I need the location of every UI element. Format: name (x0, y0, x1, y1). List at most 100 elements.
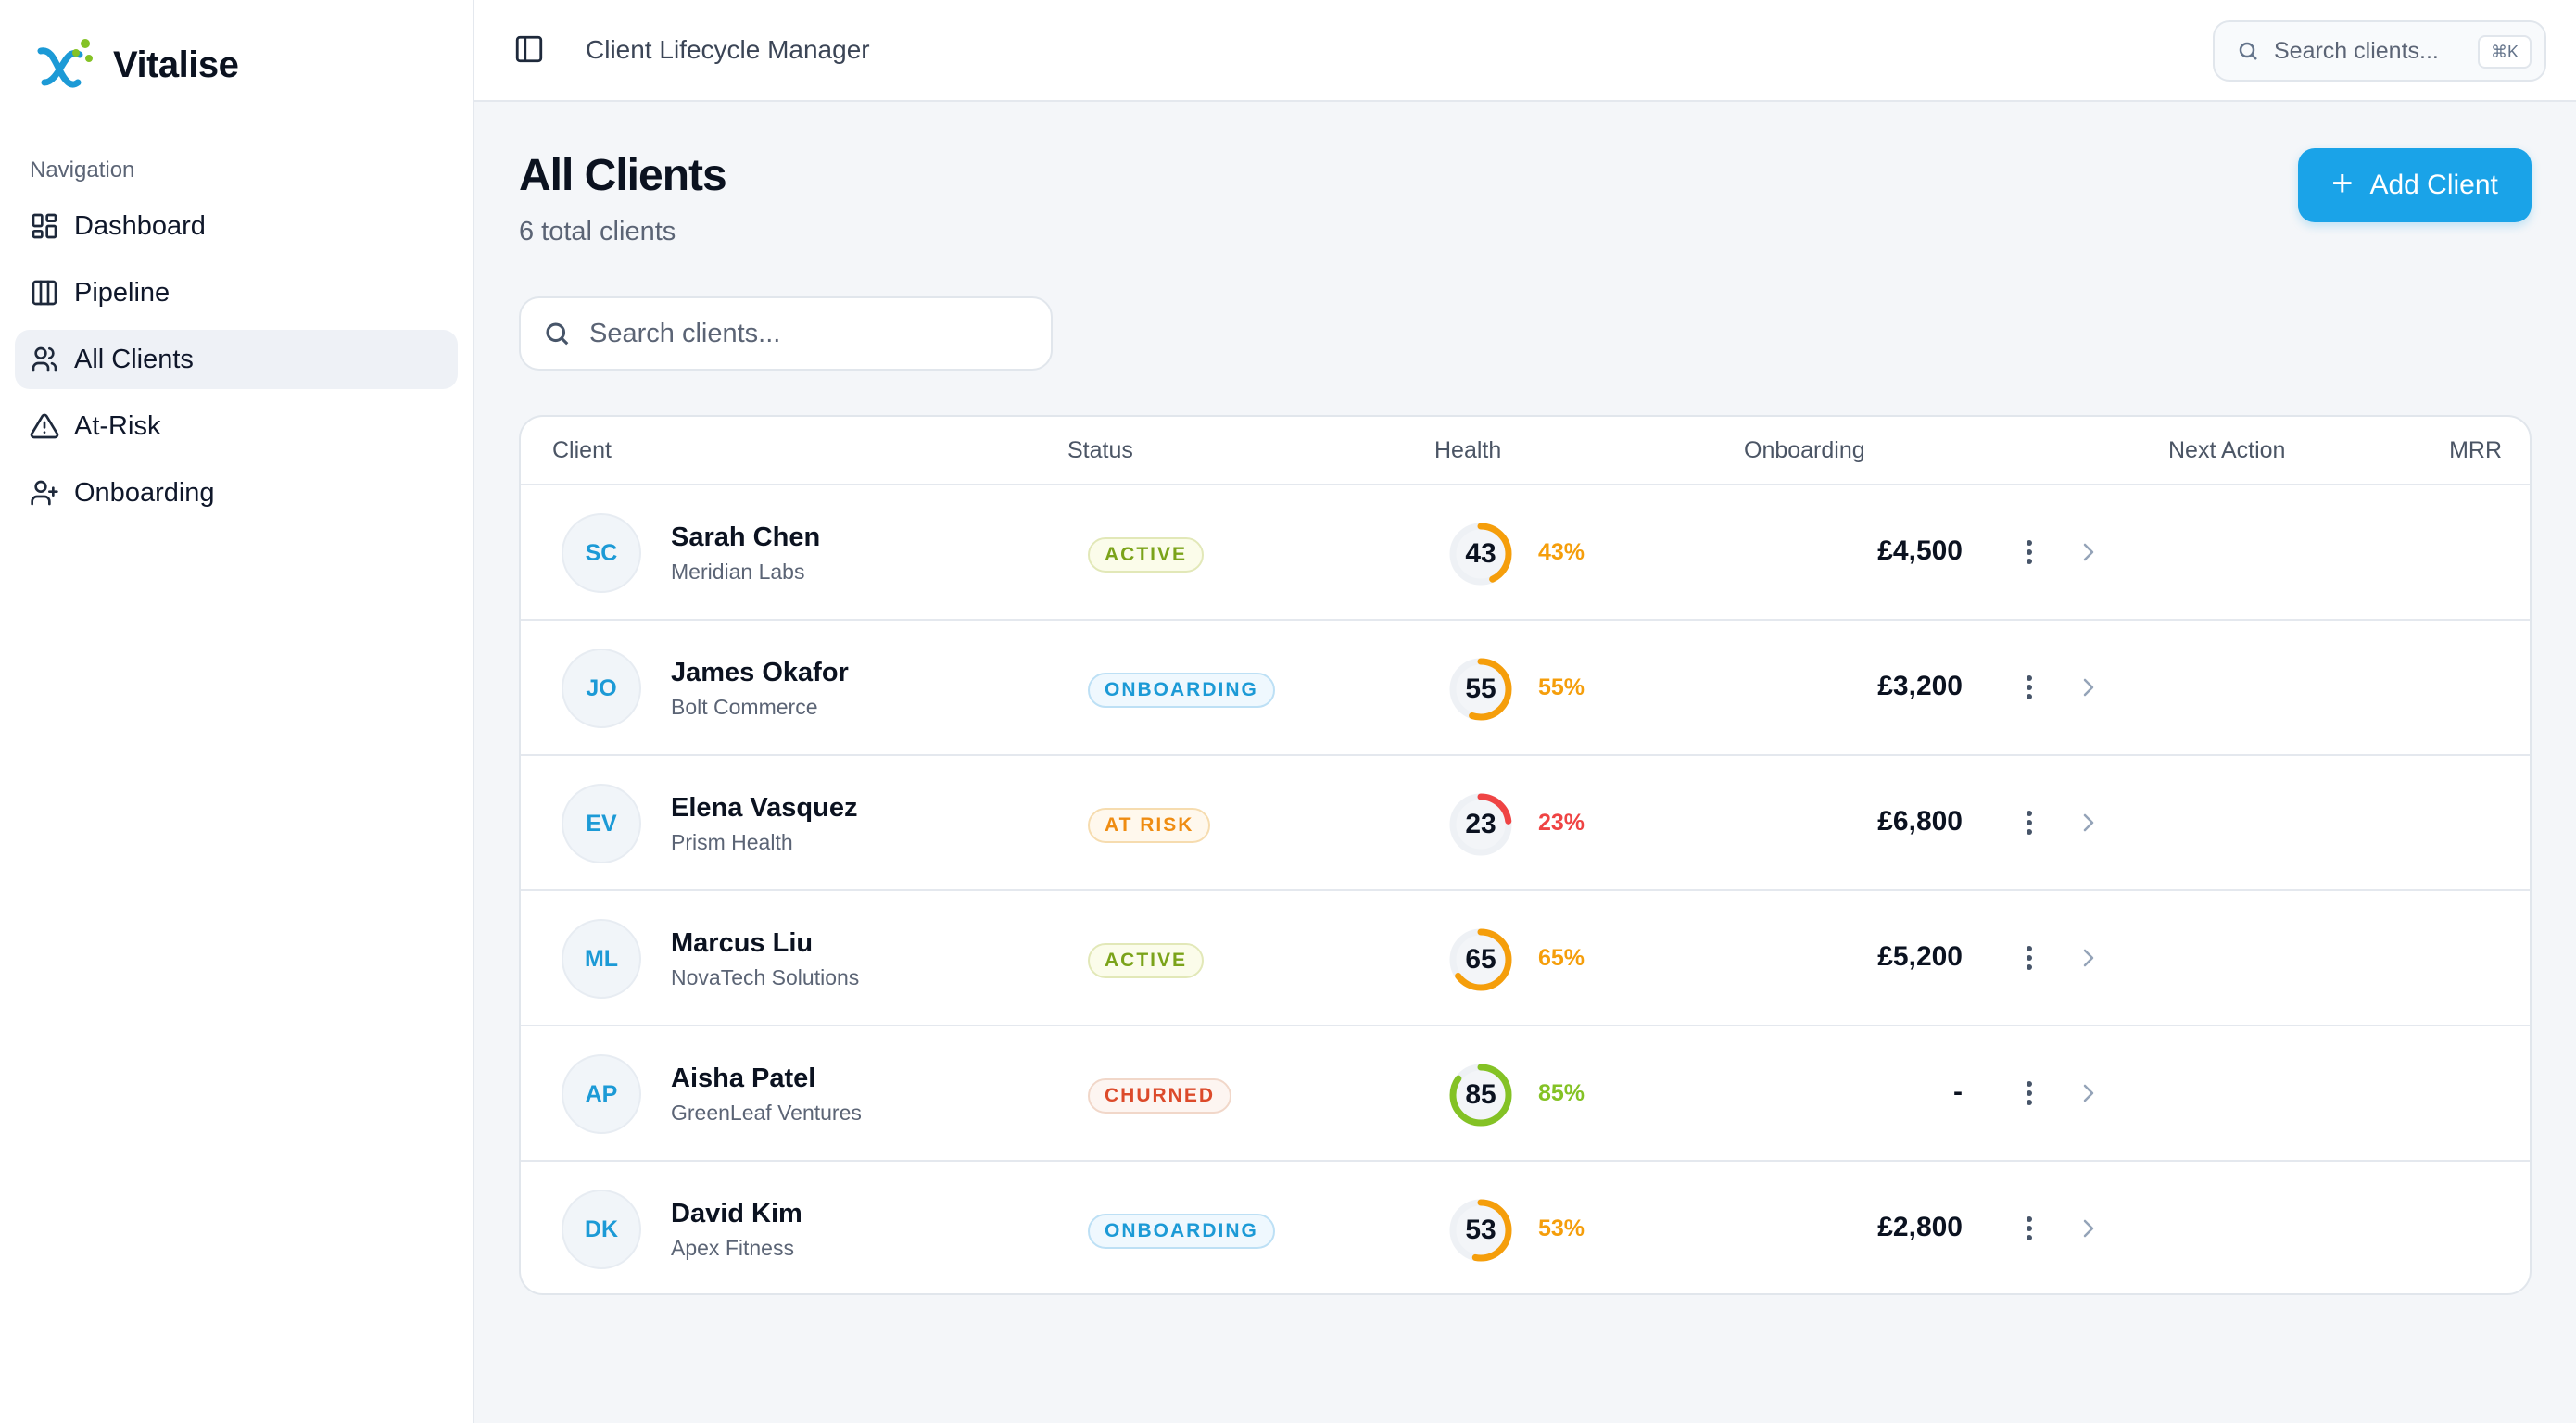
health-gauge (1449, 928, 1512, 991)
table-header: Client Status Health Onboarding Next Act… (521, 417, 2530, 485)
sidebar-item-label: Onboarding (74, 477, 215, 508)
row-open-button[interactable] (2070, 939, 2107, 976)
sidebar-item-at-risk[interactable]: At-Risk (15, 397, 458, 456)
health-score: 23 (1465, 809, 1496, 839)
search-placeholder: Search clients... (589, 318, 781, 348)
status-badge: AT RISK (1088, 808, 1211, 843)
more-vertical-icon (2027, 1081, 2032, 1105)
table-row[interactable]: JO James Okafor Bolt Commerce ONBOARDING 55 5… (521, 621, 2530, 756)
column-header-mrr[interactable]: MRR (2449, 437, 2502, 463)
add-client-button[interactable]: + Add Client (2298, 148, 2532, 222)
avatar: EV (562, 784, 641, 863)
page-subtitle: 6 total clients (519, 217, 676, 246)
nav-heading: Navigation (30, 157, 135, 183)
avatar: ML (562, 919, 641, 999)
onboarding-value: £5,200 (1877, 941, 1963, 972)
client-name: Sarah Chen (671, 523, 821, 552)
row-open-button[interactable] (2070, 804, 2107, 841)
client-company: Meridian Labs (671, 560, 805, 584)
sidebar-item-pipeline[interactable]: Pipeline (15, 263, 458, 322)
chevron-right-icon (2083, 678, 2094, 697)
onboarding-value: £3,200 (1877, 671, 1963, 701)
table-row[interactable]: SC Sarah Chen Meridian Labs ACTIVE 43 43% £4,5… (521, 485, 2530, 621)
vitalise-logo-icon (37, 39, 93, 88)
column-header-onboarding[interactable]: Onboarding (1744, 437, 1865, 463)
health-score: 65 (1465, 944, 1496, 975)
client-name: Aisha Patel (671, 1064, 816, 1093)
health-percent: 65% (1538, 945, 1585, 971)
status-badge: ONBOARDING (1088, 1214, 1275, 1249)
row-actions-button[interactable] (2011, 1210, 2048, 1247)
health-gauge-arc (1449, 793, 1512, 856)
chevron-right-icon (2083, 543, 2094, 561)
health-gauge (1449, 1199, 1512, 1262)
status-badge: ACTIVE (1088, 943, 1205, 978)
sidebar-item-label: Pipeline (74, 277, 170, 308)
health-gauge (1449, 793, 1512, 856)
row-open-button[interactable] (2070, 669, 2107, 706)
search-icon (546, 322, 569, 346)
health-gauge-arc (1449, 1064, 1512, 1127)
row-open-button[interactable] (2070, 1210, 2107, 1247)
health-gauge-arc (1449, 1199, 1512, 1262)
more-vertical-icon (2027, 811, 2032, 835)
chevron-right-icon (2083, 949, 2094, 967)
row-open-button[interactable] (2070, 1075, 2107, 1112)
sidebar-item-label: Dashboard (74, 210, 206, 241)
topbar: Client Lifecycle Manager Search clients.… (474, 0, 2576, 102)
sidebar-item-dashboard[interactable]: Dashboard (15, 196, 458, 256)
health-gauge (1449, 523, 1512, 586)
health-gauge (1449, 1064, 1512, 1127)
table-body: SC Sarah Chen Meridian Labs ACTIVE 43 43% £4,5… (521, 485, 2530, 1293)
column-header-client[interactable]: Client (552, 437, 612, 463)
more-vertical-icon (2027, 540, 2032, 564)
row-actions-button[interactable] (2011, 534, 2048, 571)
client-name: David Kim (671, 1199, 802, 1228)
table-row[interactable]: ML Marcus Liu NovaTech Solutions ACTIVE 65 65… (521, 891, 2530, 1026)
brand[interactable]: Vitalise (35, 33, 239, 96)
row-actions-button[interactable] (2011, 1075, 2048, 1112)
client-company: Prism Health (671, 830, 793, 854)
users-icon (32, 346, 57, 372)
sidebar-item-onboarding[interactable]: Onboarding (15, 463, 458, 523)
sidebar-item-all-clients[interactable]: All Clients (15, 330, 458, 389)
health-gauge-arc (1449, 928, 1512, 991)
brand-name: Vitalise (113, 44, 239, 85)
table-row[interactable]: DK David Kim Apex Fitness ONBOARDING 53 53% £2… (521, 1162, 2530, 1293)
health-percent: 85% (1538, 1080, 1585, 1106)
column-header-status[interactable]: Status (1067, 437, 1133, 463)
client-company: NovaTech Solutions (671, 965, 860, 989)
client-company: GreenLeaf Ventures (671, 1101, 862, 1125)
sidebar-toggle-icon (515, 35, 543, 63)
client-search-input[interactable]: Search clients... (519, 296, 1053, 371)
search-icon (2239, 42, 2257, 60)
chevron-right-icon (2083, 813, 2094, 832)
health-score: 43 (1465, 538, 1496, 569)
client-name: Marcus Liu (671, 928, 814, 958)
status-badge: CHURNED (1088, 1078, 1231, 1114)
avatar: AP (562, 1054, 641, 1134)
client-company: Bolt Commerce (671, 695, 818, 719)
client-company: Apex Fitness (671, 1236, 794, 1260)
dashboard-icon (32, 213, 57, 239)
health-gauge (1449, 658, 1512, 721)
sidebar-toggle-button[interactable] (513, 33, 549, 69)
client-name: James Okafor (671, 658, 849, 687)
row-actions-button[interactable] (2011, 939, 2048, 976)
health-score: 53 (1465, 1215, 1496, 1245)
row-open-button[interactable] (2070, 534, 2107, 571)
onboarding-value: £6,800 (1877, 806, 1963, 837)
column-header-next-action[interactable]: Next Action (2168, 437, 2286, 463)
column-header-health[interactable]: Health (1434, 437, 1502, 463)
global-search-input[interactable]: Search clients... ⌘K (2213, 20, 2546, 82)
row-actions-button[interactable] (2011, 804, 2048, 841)
add-client-label: Add Client (2369, 170, 2498, 200)
table-row[interactable]: AP Aisha Patel GreenLeaf Ventures CHURNED 85… (521, 1026, 2530, 1162)
plus-icon: + (2331, 163, 2354, 204)
more-vertical-icon (2027, 1216, 2032, 1240)
sidebar-item-label: All Clients (74, 344, 194, 374)
table-row[interactable]: EV Elena Vasquez Prism Health AT RISK 23 23% £… (521, 756, 2530, 891)
row-actions-button[interactable] (2011, 669, 2048, 706)
page-title: All Clients (519, 151, 727, 200)
status-badge: ONBOARDING (1088, 673, 1275, 708)
